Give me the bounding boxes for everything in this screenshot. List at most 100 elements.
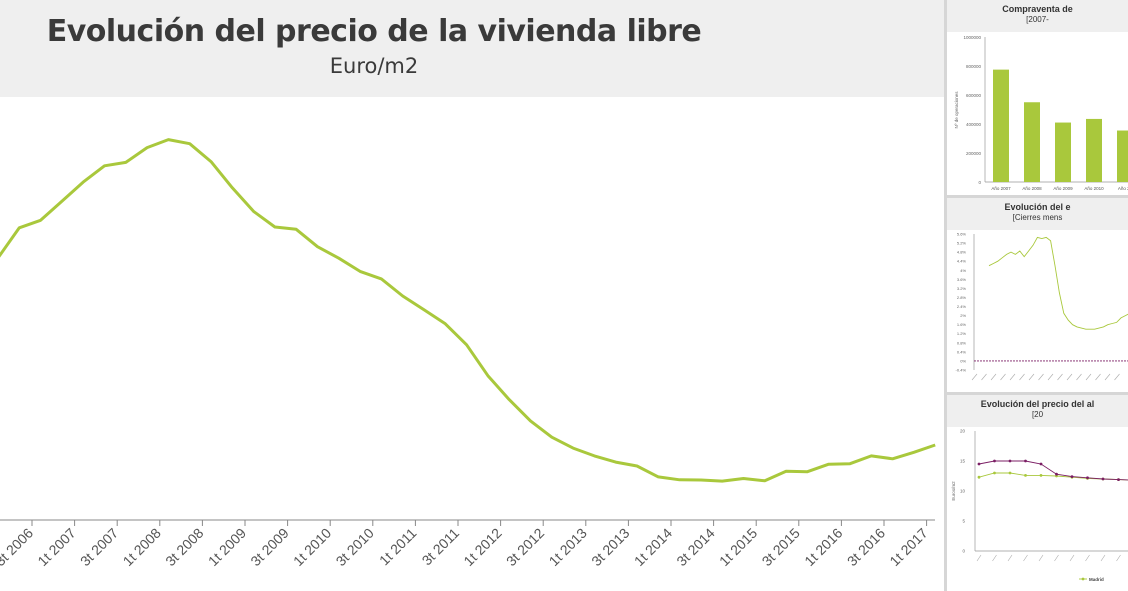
y-tick-label: 4.4% xyxy=(957,259,967,264)
y-tick-label: 1000000 xyxy=(963,35,981,40)
y-tick-label: 10 xyxy=(960,489,966,494)
panel-title: Evolución del precio del al xyxy=(980,399,1095,409)
x-tick-label: 1t 2009 xyxy=(205,525,249,569)
x-tick-mark xyxy=(1085,373,1092,381)
x-tick-label: 3t 2014 xyxy=(673,525,717,569)
x-tick-label: 3t 2009 xyxy=(247,525,291,569)
y-tick-label: 3.6% xyxy=(957,277,967,282)
series-point xyxy=(1070,475,1074,478)
x-tick-label: 3t 2010 xyxy=(333,525,377,569)
bar xyxy=(993,69,1009,182)
bar xyxy=(1024,102,1040,182)
x-tick-mark xyxy=(1047,373,1054,381)
y-tick-label: 400000 xyxy=(966,122,982,127)
x-tick-label: 3t 2016 xyxy=(844,525,888,569)
x-tick-label: 3t 2013 xyxy=(588,525,632,569)
panel-divider xyxy=(944,0,947,591)
y-tick-label: -0.4% xyxy=(956,368,967,373)
bar xyxy=(1055,122,1071,182)
x-tick-label: 3t 2007 xyxy=(77,525,121,569)
x-tick-mark xyxy=(1009,373,1016,381)
x-tick-label: Año 2009 xyxy=(1053,186,1073,191)
y-tick-label: 3.2% xyxy=(957,286,967,291)
x-tick-mark xyxy=(1085,554,1090,562)
series-point xyxy=(1039,474,1043,477)
legend-label: Madrid xyxy=(1089,577,1104,582)
series-point xyxy=(1008,459,1012,463)
alquiler-line-chart: 20 15 10 5 0 Euros/m2 Madrid xyxy=(951,429,1128,582)
compraventa-panel[interactable]: Compraventa de [2007- 1000000 800000 60000… xyxy=(947,0,1128,195)
x-tick-label: 3t 2008 xyxy=(162,525,206,569)
x-tick-mark xyxy=(976,554,982,562)
x-tick-mark xyxy=(1019,373,1025,381)
series-point xyxy=(1008,471,1012,475)
y-tick-label: 5.2% xyxy=(957,241,967,246)
y-tick-label: 0.8% xyxy=(957,340,967,345)
x-tick-mark xyxy=(1100,554,1106,562)
euribor-series-line xyxy=(988,236,1128,330)
euribor-line-chart: 5.6% 5.2% 4.8% 4.4% 4% 3.6% 3.2% 2.8% 2.4% 2% 1.6%… xyxy=(956,232,1128,381)
panel-title: Evolución del e xyxy=(1004,202,1071,212)
y-tick-label: 2.4% xyxy=(957,304,967,309)
series-point xyxy=(1024,474,1027,477)
panel-subtitle: [Cierres mens xyxy=(1012,213,1063,222)
main-header: Evolución del precio de la vivienda libr… xyxy=(0,0,944,97)
panel-header: Compraventa de [2007- xyxy=(947,0,1128,32)
x-tick-label: 1t 2014 xyxy=(631,525,675,569)
y-tick-label: 0% xyxy=(960,358,966,363)
y-tick-label: 0 xyxy=(962,549,965,554)
x-tick-label: 1t 2007 xyxy=(34,525,78,569)
x-tick-mark xyxy=(971,373,978,381)
x-tick-label: 1t 2010 xyxy=(290,525,334,569)
euribor-panel[interactable]: Evolución del e [Cierres mens 5.6% 5.2% 4.… xyxy=(947,198,1128,392)
x-tick-mark xyxy=(992,554,997,562)
bar xyxy=(1117,130,1128,182)
x-tick-label: 1t 2013 xyxy=(546,525,590,569)
x-tick-mark xyxy=(1038,373,1044,381)
y-axis-label: Nº de operaciones xyxy=(954,91,959,129)
x-tick-mark xyxy=(1095,373,1101,381)
y-tick-label: 600000 xyxy=(966,93,982,98)
bar xyxy=(1086,118,1102,182)
x-tick-label: 1t 2016 xyxy=(801,525,845,569)
x-tick-label: 3t 2011 xyxy=(419,525,463,569)
panel-header: Evolución del e [Cierres mens xyxy=(947,198,1128,230)
madrid-series-line xyxy=(978,472,1128,481)
panel-title: Compraventa de xyxy=(1002,4,1073,14)
x-tick-label: 3t 2015 xyxy=(759,525,803,569)
x-tick-mark xyxy=(1116,554,1121,562)
x-tick-mark xyxy=(1076,373,1082,381)
y-tick-label: 20 xyxy=(960,429,966,434)
x-tick-label: Año 2008 xyxy=(1022,186,1042,191)
x-tick-label: Año 2007 xyxy=(991,186,1011,191)
x-tick-mark xyxy=(1057,373,1063,381)
x-tick-mark xyxy=(1069,554,1075,562)
y-tick-label: 4.8% xyxy=(957,250,967,255)
series-point xyxy=(993,459,996,463)
series-point xyxy=(977,475,981,479)
panel-subtitle: [20 xyxy=(1031,410,1044,419)
x-tick-label: 1t 2011 xyxy=(376,525,420,569)
series-point xyxy=(1101,477,1105,481)
x-tick-mark xyxy=(1038,554,1044,562)
compraventa-bar-chart: 1000000 800000 600000 400000 200000 0 Nº de op… xyxy=(954,35,1128,191)
y-tick-label: 15 xyxy=(960,459,966,464)
series-point xyxy=(1024,459,1027,463)
x-tick-label: 1t 2008 xyxy=(120,525,164,569)
second-series-line xyxy=(978,460,1128,481)
x-tick-label: 1t 2017 xyxy=(886,525,930,569)
series-point xyxy=(977,462,981,466)
x-tick-label: 3t 2006 xyxy=(0,525,36,569)
price-series-line xyxy=(0,138,936,483)
x-tick-mark xyxy=(1104,373,1111,381)
series-point xyxy=(1117,478,1120,481)
y-tick-label: 5.6% xyxy=(957,232,967,237)
page-title: Evolución del precio de la vivienda libr… xyxy=(46,14,702,49)
alquiler-panel[interactable]: Evolución del precio del al [20 20 15 10 5 0… xyxy=(947,395,1128,591)
panel-subtitle: [2007- xyxy=(1026,15,1049,24)
x-tick-mark xyxy=(1023,554,1028,562)
panel-separator xyxy=(947,392,1128,395)
x-tick-label: 3t 2012 xyxy=(503,525,547,569)
x-tick-label: 1t 2012 xyxy=(460,525,504,569)
